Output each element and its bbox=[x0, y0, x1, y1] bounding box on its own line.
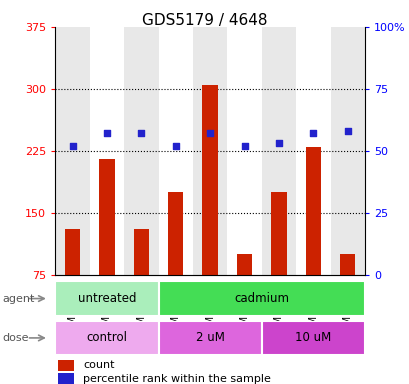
Bar bbox=[99, 159, 115, 275]
Bar bbox=[58, 373, 74, 384]
Point bbox=[275, 140, 281, 146]
Bar bbox=[55, 321, 158, 354]
Bar bbox=[261, 27, 295, 275]
Text: cadmium: cadmium bbox=[234, 292, 288, 305]
Point bbox=[103, 130, 110, 136]
Text: 10 uM: 10 uM bbox=[294, 331, 330, 344]
Bar bbox=[158, 281, 364, 316]
Bar bbox=[305, 147, 320, 275]
Text: 2 uM: 2 uM bbox=[195, 331, 224, 344]
Text: count: count bbox=[83, 360, 115, 370]
Bar bbox=[90, 27, 124, 275]
Bar bbox=[330, 27, 364, 275]
Bar bbox=[55, 281, 158, 316]
Bar bbox=[158, 27, 193, 275]
Bar bbox=[236, 254, 252, 275]
Bar bbox=[339, 254, 355, 275]
Point bbox=[309, 130, 316, 136]
Bar bbox=[227, 27, 261, 275]
Text: untreated: untreated bbox=[77, 292, 136, 305]
Bar bbox=[202, 84, 217, 275]
Point bbox=[69, 143, 76, 149]
Bar bbox=[65, 229, 80, 275]
Bar bbox=[55, 27, 90, 275]
Point bbox=[172, 143, 179, 149]
Point bbox=[138, 130, 144, 136]
Text: percentile rank within the sample: percentile rank within the sample bbox=[83, 374, 270, 384]
Bar bbox=[168, 192, 183, 275]
Point bbox=[207, 130, 213, 136]
Bar bbox=[124, 27, 158, 275]
Point bbox=[344, 128, 350, 134]
Bar bbox=[295, 27, 330, 275]
Point bbox=[240, 143, 247, 149]
Bar bbox=[58, 360, 74, 371]
Bar bbox=[133, 229, 149, 275]
Text: control: control bbox=[86, 331, 127, 344]
Text: dose: dose bbox=[2, 333, 29, 343]
Bar bbox=[158, 321, 261, 354]
Text: GDS5179 / 4648: GDS5179 / 4648 bbox=[142, 13, 267, 28]
Bar bbox=[261, 321, 364, 354]
Bar bbox=[270, 192, 286, 275]
Text: agent: agent bbox=[2, 293, 34, 304]
Bar bbox=[193, 27, 227, 275]
